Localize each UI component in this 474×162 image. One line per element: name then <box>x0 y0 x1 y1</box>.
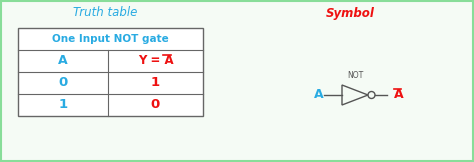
Text: NOT: NOT <box>347 71 363 80</box>
Text: A: A <box>314 88 324 102</box>
Text: 0: 0 <box>58 76 68 89</box>
Text: Symbol: Symbol <box>326 6 374 19</box>
Bar <box>18 28 203 116</box>
Text: Truth table: Truth table <box>73 6 137 19</box>
Text: A: A <box>58 54 68 68</box>
Text: 1: 1 <box>58 98 68 111</box>
Text: 1: 1 <box>151 76 160 89</box>
Text: One Input NOT gate: One Input NOT gate <box>52 34 169 44</box>
Text: Y = A: Y = A <box>137 54 173 68</box>
Text: A: A <box>394 88 404 102</box>
Text: 0: 0 <box>151 98 160 111</box>
